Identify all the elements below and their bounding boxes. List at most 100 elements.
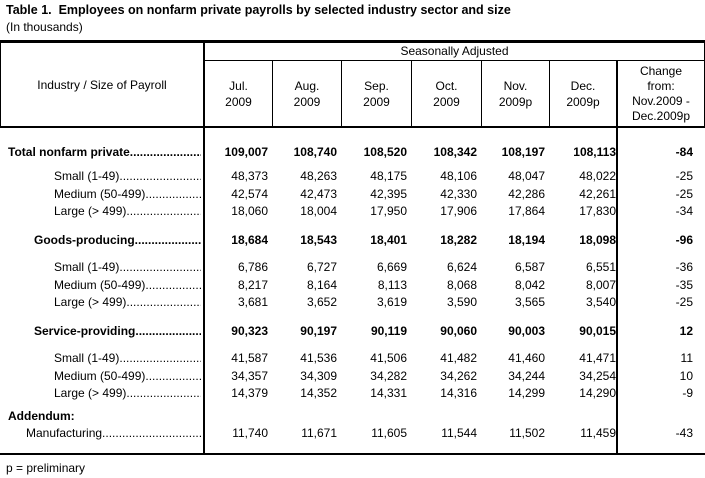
row-label: Small (1-49) bbox=[54, 169, 120, 184]
value-cell: 14,352 bbox=[300, 386, 337, 401]
value-cell: 6,786 bbox=[237, 260, 268, 275]
value-cell: 3,590 bbox=[446, 295, 477, 310]
value-cell: 48,175 bbox=[370, 169, 407, 184]
value-cell: 42,473 bbox=[300, 186, 337, 201]
change-cell: 12 bbox=[679, 323, 693, 338]
row-label: Manufacturing bbox=[26, 426, 103, 441]
row-stub: Manufacturing bbox=[0, 426, 205, 440]
group-header-seasonally-adjusted: Seasonally Adjusted bbox=[205, 43, 704, 61]
row-stub: Goods-producing bbox=[0, 233, 205, 247]
value-cell: 108,520 bbox=[363, 144, 407, 159]
dot-leader bbox=[126, 386, 201, 400]
value-cell: 6,551 bbox=[585, 260, 616, 275]
change-cell: -35 bbox=[675, 277, 693, 292]
value-cell: 6,727 bbox=[306, 260, 337, 275]
value-cell: 34,357 bbox=[231, 368, 268, 383]
row-stub: Medium (50-499) bbox=[0, 369, 205, 383]
row-stub: Small (1-49) bbox=[0, 169, 205, 183]
table-row-large-499: Large (> 499) 18,060 18,004 17,950 17,906 17,… bbox=[0, 203, 705, 221]
change-cell: -43 bbox=[675, 426, 693, 441]
value-cell: 18,098 bbox=[579, 232, 616, 247]
change-cell: -36 bbox=[675, 260, 693, 275]
value-cell: 17,830 bbox=[579, 204, 616, 219]
change-cell: -96 bbox=[675, 232, 693, 247]
column-header-sep-2009: Sep. 2009 bbox=[342, 61, 412, 126]
value-cell: 8,113 bbox=[377, 277, 407, 292]
value-cell: 14,316 bbox=[440, 386, 477, 401]
value-cell: 90,003 bbox=[508, 323, 545, 338]
row-stub: Large (> 499) bbox=[0, 386, 205, 400]
value-cell: 42,574 bbox=[231, 186, 268, 201]
value-cell: 3,619 bbox=[376, 295, 407, 310]
row-stub: Service-providing bbox=[0, 324, 205, 338]
value-cell: 8,164 bbox=[306, 277, 337, 292]
table-row-large-499: Large (> 499) 14,379 14,352 14,331 14,316 14,… bbox=[0, 385, 705, 403]
row-stub: Large (> 499) bbox=[0, 204, 205, 218]
payroll-table: Industry / Size of Payroll Seasonally Ad… bbox=[0, 40, 705, 455]
dot-leader bbox=[145, 278, 201, 292]
value-cell: 108,342 bbox=[433, 144, 477, 159]
data-columns-header: Seasonally Adjusted Jul. 2009 Aug. 2009 Sep.… bbox=[205, 43, 704, 126]
row-label: Medium (50-499) bbox=[54, 368, 146, 383]
row-label: Service-providing bbox=[34, 323, 136, 338]
value-cell: 18,401 bbox=[370, 232, 407, 247]
value-cell: 14,299 bbox=[508, 386, 545, 401]
table-row-manufacturing: Manufacturing 11,740 11,671 11,605 11,544 11,… bbox=[0, 425, 705, 443]
table-header: Industry / Size of Payroll Seasonally Ad… bbox=[0, 40, 705, 128]
value-cell: 8,217 bbox=[237, 277, 268, 292]
stub-column-divider bbox=[203, 128, 205, 453]
value-cell: 34,309 bbox=[300, 368, 337, 383]
dot-leader bbox=[130, 145, 201, 159]
value-cell: 17,906 bbox=[440, 204, 477, 219]
value-cell: 11,502 bbox=[509, 426, 545, 441]
row-label: Large (> 499) bbox=[54, 204, 127, 219]
value-cell: 11,459 bbox=[580, 426, 616, 441]
table-row-small-1-49: Small (1-49) 41,587 41,536 41,506 41,482 41,4… bbox=[0, 350, 705, 368]
row-label: Total nonfarm private bbox=[8, 144, 130, 159]
change-cell: -9 bbox=[682, 386, 693, 401]
value-cell: 90,060 bbox=[440, 323, 477, 338]
value-cell: 41,471 bbox=[579, 351, 616, 366]
dot-leader bbox=[119, 260, 201, 274]
table-row-service-providing: Service-providing 90,323 90,197 90,119 90,06… bbox=[0, 322, 705, 340]
value-cell: 42,395 bbox=[370, 186, 407, 201]
value-cell: 109,007 bbox=[224, 144, 268, 159]
value-cell: 11,671 bbox=[301, 426, 337, 441]
value-cell: 11,605 bbox=[371, 426, 407, 441]
value-cell: 48,373 bbox=[231, 169, 268, 184]
value-cell: 14,290 bbox=[579, 386, 616, 401]
row-label: Goods-producing bbox=[34, 232, 135, 247]
value-cell: 108,197 bbox=[501, 144, 545, 159]
table-row-addendum: Addendum: bbox=[0, 407, 705, 425]
value-cell: 108,740 bbox=[293, 144, 337, 159]
value-cell: 18,060 bbox=[231, 204, 268, 219]
table-row-medium-50-499: Medium (50-499) 34,357 34,309 34,282 34,262 3… bbox=[0, 367, 705, 385]
value-cell: 18,543 bbox=[300, 232, 337, 247]
value-cell: 41,482 bbox=[440, 351, 477, 366]
change-column-divider bbox=[616, 128, 618, 453]
dot-leader bbox=[145, 369, 201, 383]
row-label: Large (> 499) bbox=[54, 386, 127, 401]
column-headers-row: Jul. 2009 Aug. 2009 Sep. 2009 Oct. 2009 Nov. 2009… bbox=[205, 61, 704, 126]
value-cell: 41,460 bbox=[508, 351, 545, 366]
value-cell: 6,587 bbox=[514, 260, 545, 275]
row-label: Addendum: bbox=[8, 408, 75, 423]
column-header-oct-2009: Oct. 2009 bbox=[412, 61, 482, 126]
column-header-change: Change from: Nov.2009 - Dec.2009p bbox=[631, 63, 691, 123]
value-cell: 48,022 bbox=[579, 169, 616, 184]
value-cell: 41,506 bbox=[370, 351, 407, 366]
value-cell: 3,565 bbox=[514, 295, 545, 310]
table-row-small-1-49: Small (1-49) 6,786 6,727 6,669 6,624 6,587 6,5… bbox=[0, 259, 705, 277]
value-cell: 108,113 bbox=[573, 144, 616, 159]
value-cell: 42,286 bbox=[508, 186, 545, 201]
row-stub: Small (1-49) bbox=[0, 260, 205, 274]
value-cell: 34,244 bbox=[508, 368, 545, 383]
value-cell: 6,669 bbox=[376, 260, 407, 275]
table-row-goods-producing: Goods-producing 18,684 18,543 18,401 18,282 1… bbox=[0, 231, 705, 249]
table-row-large-499: Large (> 499) 3,681 3,652 3,619 3,590 3,565 3,… bbox=[0, 294, 705, 312]
footnote-preliminary: p = preliminary bbox=[6, 461, 86, 475]
row-stub: Small (1-49) bbox=[0, 351, 205, 365]
value-cell: 42,261 bbox=[579, 186, 616, 201]
value-cell: 34,262 bbox=[440, 368, 477, 383]
row-label: Large (> 499) bbox=[54, 295, 127, 310]
